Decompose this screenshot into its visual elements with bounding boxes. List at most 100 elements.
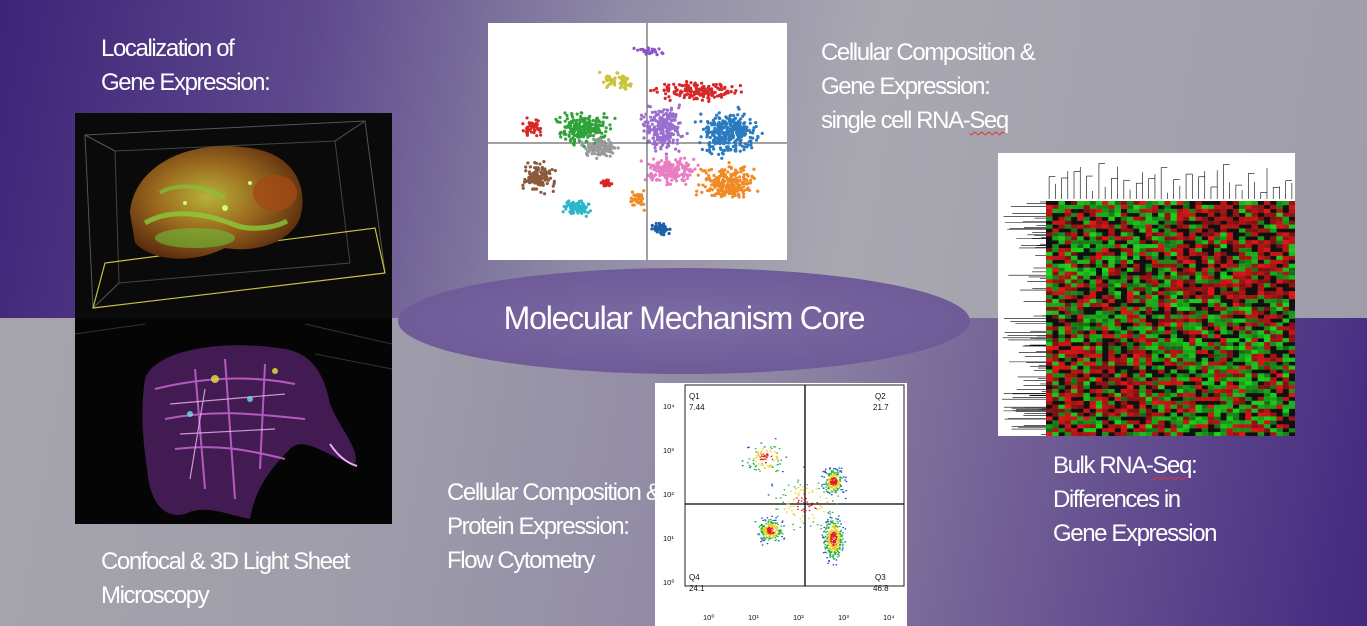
flow-event-dot bbox=[765, 526, 767, 528]
flow-event-dot bbox=[824, 548, 827, 550]
heatmap-cell bbox=[1046, 389, 1053, 394]
heatmap-cell bbox=[1102, 381, 1109, 386]
flow-event-dot bbox=[821, 485, 823, 487]
heatmap-cell bbox=[1220, 377, 1227, 382]
heatmap-cell bbox=[1201, 216, 1209, 221]
heatmap-cell bbox=[1195, 228, 1202, 233]
tsne-cell-dot bbox=[553, 169, 557, 173]
heatmap-cell bbox=[1158, 232, 1165, 237]
heatmap-cell bbox=[1114, 283, 1121, 288]
flow-event-dot bbox=[774, 438, 777, 440]
flow-event-dot bbox=[753, 468, 756, 471]
heatmap-cell bbox=[1151, 342, 1159, 347]
heatmap-cell bbox=[1089, 424, 1097, 429]
flow-event-dot bbox=[842, 491, 844, 493]
heatmap-cell bbox=[1282, 271, 1290, 276]
flow-event-dot bbox=[760, 541, 762, 543]
tsne-cell-dot bbox=[591, 119, 595, 123]
tsne-cell-dot bbox=[701, 127, 706, 131]
heatmap-cell bbox=[1139, 349, 1146, 355]
tsne-cell-dot bbox=[667, 95, 671, 99]
tsne-cell-dot bbox=[685, 131, 689, 136]
tsne-cell-dot bbox=[586, 153, 590, 157]
heatmap-cell bbox=[1207, 283, 1215, 288]
tsne-cell-dot bbox=[584, 147, 588, 151]
flow-event-dot bbox=[835, 552, 837, 554]
heatmap-cell bbox=[1282, 275, 1290, 280]
tsne-cell-dot bbox=[720, 172, 724, 176]
heatmap-cell bbox=[1046, 255, 1053, 261]
heatmap-cell bbox=[1220, 212, 1227, 217]
flow-event-dot bbox=[836, 474, 839, 476]
flow-event-dot bbox=[835, 543, 837, 545]
tsne-cell-dot bbox=[613, 76, 617, 80]
flow-event-dot bbox=[845, 490, 848, 492]
heatmap-cell bbox=[1226, 345, 1234, 351]
heatmap-cell bbox=[1207, 259, 1215, 264]
flow-event-dot bbox=[775, 458, 778, 460]
heatmap-cell bbox=[1126, 298, 1134, 304]
heatmap-cell bbox=[1126, 389, 1134, 394]
tsne-cell-dot bbox=[750, 146, 754, 150]
heatmap-cell bbox=[1214, 408, 1221, 413]
flow-event-dot bbox=[828, 479, 831, 482]
heatmap-cell bbox=[1226, 220, 1234, 225]
heatmap-cell bbox=[1170, 357, 1178, 362]
flow-event-dot bbox=[829, 531, 832, 533]
heatmap-cell bbox=[1226, 318, 1234, 323]
flow-event-dot bbox=[837, 469, 839, 472]
heatmap-cell bbox=[1220, 291, 1227, 296]
heatmap-cell bbox=[1102, 408, 1109, 413]
flow-event-dot bbox=[832, 537, 835, 539]
flow-event-dot bbox=[834, 468, 837, 470]
flow-event-dot bbox=[763, 532, 765, 534]
heatmap-cell bbox=[1263, 424, 1271, 429]
tsne-cell-dot bbox=[594, 137, 599, 142]
heatmap-cell bbox=[1108, 389, 1115, 394]
heatmap-cell bbox=[1214, 248, 1221, 253]
tsne-cell-dot bbox=[672, 127, 677, 131]
heatmap-cell bbox=[1083, 349, 1090, 355]
heatmap-cell bbox=[1238, 216, 1246, 221]
flow-event-dot bbox=[773, 460, 775, 462]
tsne-cell-dot bbox=[714, 82, 718, 87]
heatmap-cell bbox=[1102, 255, 1109, 261]
flow-event-dot bbox=[767, 539, 770, 541]
heatmap-cell bbox=[1251, 251, 1258, 257]
heatmap-cell bbox=[1276, 389, 1283, 394]
heatmap-cell bbox=[1207, 267, 1215, 272]
flow-event-dot bbox=[829, 523, 832, 525]
heatmap-cell bbox=[1288, 212, 1295, 217]
heatmap-cell bbox=[1245, 338, 1252, 343]
heatmap-cell bbox=[1238, 267, 1246, 272]
heatmap-cell bbox=[1257, 377, 1265, 382]
tsne-cell-dot bbox=[664, 136, 668, 141]
flow-event-dot bbox=[842, 543, 844, 545]
tsne-cell-dot bbox=[667, 160, 671, 164]
flow-event-dot bbox=[777, 470, 779, 472]
tsne-cell-dot bbox=[665, 118, 669, 122]
heatmap-cell bbox=[1052, 236, 1059, 241]
heatmap-cell bbox=[1126, 310, 1134, 315]
flow-event-dot bbox=[836, 548, 838, 550]
heatmap-cell bbox=[1120, 342, 1128, 347]
tsne-cell-dot bbox=[736, 113, 740, 117]
tsne-cell-dot bbox=[663, 165, 668, 169]
tsne-cell-dot bbox=[728, 187, 732, 191]
tsne-cell-dot bbox=[664, 92, 668, 96]
flow-event-dot bbox=[836, 488, 839, 491]
heatmap-cell bbox=[1270, 392, 1277, 398]
heatmap-cell bbox=[1126, 240, 1134, 245]
heatmap-cell bbox=[1207, 212, 1215, 217]
flow-event-dot bbox=[755, 456, 758, 459]
tsne-cell-dot bbox=[664, 152, 668, 156]
tsne-cell-dot bbox=[629, 196, 633, 200]
heatmap-cell bbox=[1064, 204, 1072, 210]
heatmap-cell bbox=[1133, 279, 1140, 284]
heatmap-cell bbox=[1245, 349, 1252, 355]
heatmap-cell bbox=[1195, 295, 1202, 300]
flow-event-dot bbox=[836, 549, 839, 551]
heatmap-cell bbox=[1257, 424, 1265, 429]
flow-event-dot bbox=[769, 527, 772, 529]
tsne-cell-dot bbox=[722, 86, 727, 90]
